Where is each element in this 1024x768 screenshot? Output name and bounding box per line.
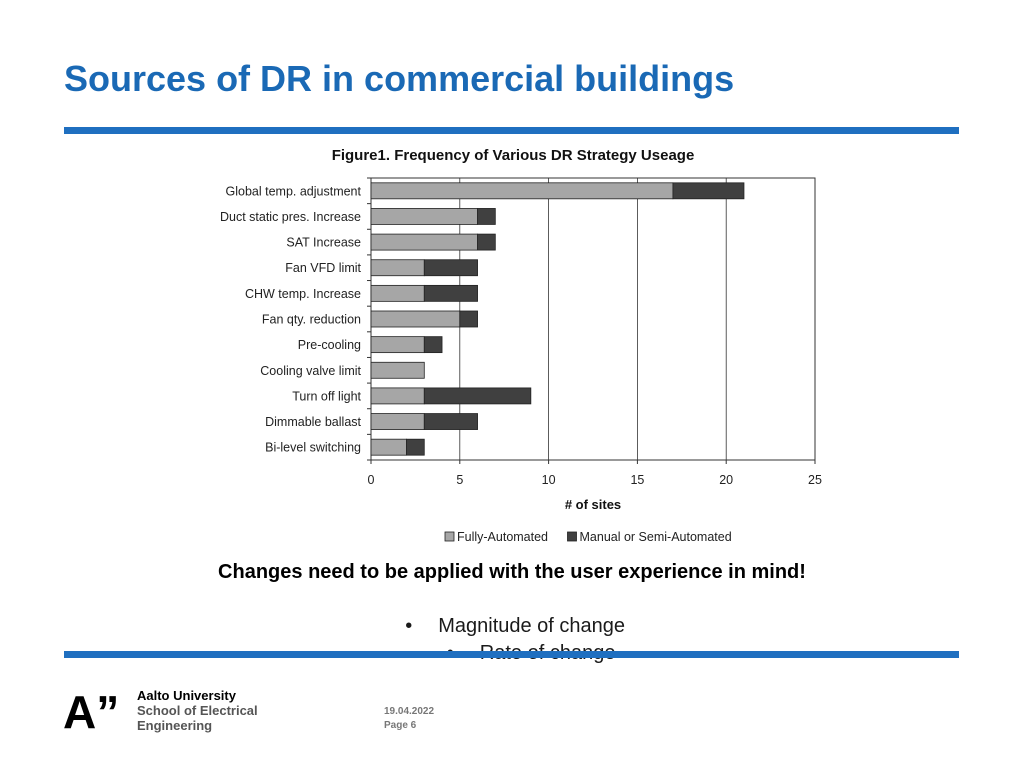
top-divider <box>64 127 959 134</box>
y-tick-label: Global temp. adjustment <box>226 184 362 198</box>
x-axis-label: # of sites <box>565 497 621 512</box>
x-tick-label: 25 <box>808 473 822 487</box>
y-tick-label: SAT Increase <box>286 236 361 250</box>
y-tick-label: Dimmable ballast <box>265 415 361 429</box>
bar-fully-automated <box>370 438 407 456</box>
y-tick-label: CHW temp. Increase <box>245 287 361 301</box>
school-name-line1: School of Electrical <box>137 703 258 718</box>
x-tick-label: 5 <box>456 473 463 487</box>
slide-date: 19.04.2022 <box>384 706 435 717</box>
bar-manual-semi-automated <box>423 413 478 430</box>
legend-label: Manual or Semi-Automated <box>580 530 732 544</box>
legend-swatch-fully-automated <box>444 531 455 542</box>
bar-fully-automated <box>370 284 425 302</box>
bar-manual-semi-automated <box>477 208 496 225</box>
caption-block: Changes need to be applied with the user… <box>0 558 1024 664</box>
y-tick-label: Fan VFD limit <box>285 261 361 275</box>
university-name-block: Aalto University School of Electrical En… <box>137 688 258 733</box>
aalto-logo-mark: A” <box>63 688 119 732</box>
x-tick-label: 15 <box>630 473 644 487</box>
y-tick-label: Bi-level switching <box>265 441 361 455</box>
y-tick-label: Duct static pres. Increase <box>220 210 361 224</box>
school-name-line2: Engineering <box>137 718 213 733</box>
bar-manual-semi-automated <box>459 310 478 328</box>
chart-title: Figure1. Frequency of Various DR Strateg… <box>332 147 695 164</box>
x-tick-label: 20 <box>719 473 733 487</box>
aalto-logo-text: A” <box>63 688 119 732</box>
slide-title: Sources of DR in commercial buildings <box>64 58 735 99</box>
caption-text: Changes need to be applied with the user… <box>218 561 806 583</box>
bar-fully-automated <box>370 387 425 405</box>
y-tick-label: Fan qty. reduction <box>262 313 361 327</box>
bar-manual-semi-automated <box>423 259 478 277</box>
slide-meta: 19.04.2022 Page 6 <box>384 705 434 733</box>
bar-fully-automated <box>370 182 674 200</box>
x-tick-label: 0 <box>368 473 375 487</box>
bar-fully-automated <box>370 361 425 379</box>
bullet-symbol: • <box>405 615 413 637</box>
legend-swatch-manual <box>567 531 577 542</box>
bar-manual-semi-automated <box>423 336 443 354</box>
dr-strategy-chart: Figure1. Frequency of Various DR Strateg… <box>220 147 822 544</box>
bar-manual-semi-automated <box>423 387 532 405</box>
bullet-magnitude: • Magnitude of change <box>0 586 1016 637</box>
y-tick-label: Turn off light <box>292 389 361 403</box>
page-number: Page 6 <box>384 720 417 731</box>
bar-manual-semi-automated <box>423 284 478 302</box>
bar-fully-automated <box>370 413 425 430</box>
y-tick-label: Cooling valve limit <box>260 364 361 378</box>
bar-fully-automated <box>370 310 461 328</box>
y-tick-label: Pre-cooling <box>298 338 361 352</box>
bar-fully-automated <box>370 259 425 277</box>
legend-label: Fully-Automated <box>457 530 548 544</box>
bar-manual-semi-automated <box>477 233 496 251</box>
university-name: Aalto University <box>137 688 236 703</box>
bar-manual-semi-automated <box>672 182 745 200</box>
x-tick-label: 10 <box>542 473 556 487</box>
bottom-divider <box>64 651 959 658</box>
bar-manual-semi-automated <box>406 438 425 456</box>
bar-fully-automated <box>370 233 478 251</box>
bar-fully-automated <box>370 336 425 354</box>
bar-fully-automated <box>370 208 478 225</box>
bullet-text: Magnitude of change <box>438 615 626 637</box>
bullet-rate: •Rate of change <box>8 613 1024 664</box>
